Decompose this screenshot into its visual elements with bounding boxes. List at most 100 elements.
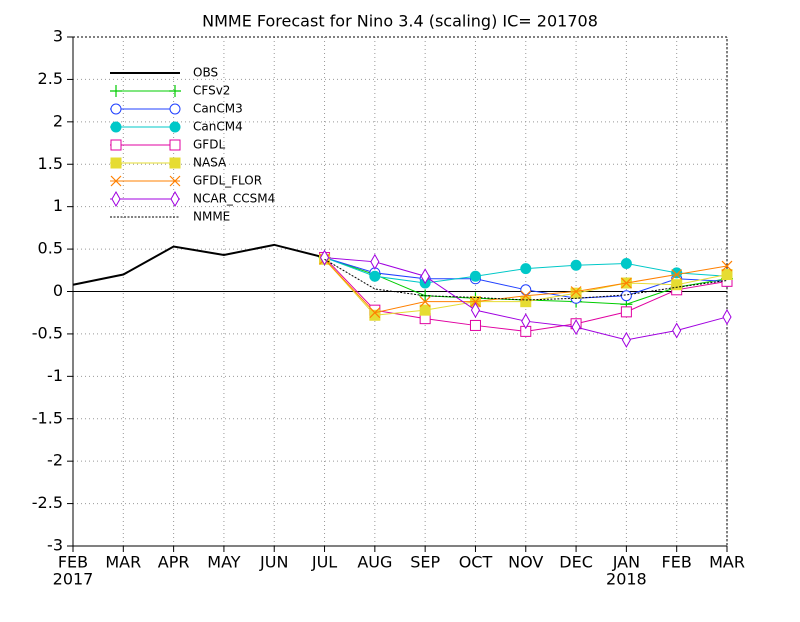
x-tick-label: SEP <box>410 553 440 572</box>
series <box>72 243 325 286</box>
x-year-label: 2018 <box>606 570 647 589</box>
y-tick-label: 2.5 <box>38 69 63 88</box>
marker <box>570 286 582 297</box>
x-tick-label: FEB <box>662 553 692 572</box>
marker <box>110 121 122 133</box>
marker <box>721 269 733 281</box>
legend-label: CanCM4 <box>193 120 243 134</box>
marker <box>671 279 683 291</box>
legend-item: GFDL_FLOR <box>110 174 262 188</box>
x-year-label: 2017 <box>53 570 94 589</box>
marker <box>470 302 481 319</box>
marker <box>722 308 732 325</box>
x-tick-label: JUL <box>311 553 337 572</box>
marker <box>470 296 481 308</box>
legend-label: OBS <box>193 66 218 80</box>
legend-label: NMME <box>193 210 230 224</box>
marker <box>419 296 431 308</box>
marker <box>110 103 122 115</box>
legend-label: CanCM3 <box>193 102 243 116</box>
legend-item: OBS <box>110 66 218 80</box>
legend-item: CanCM3 <box>110 102 243 116</box>
marker <box>169 103 181 115</box>
legend-item: CanCM4 <box>110 120 243 134</box>
series <box>319 249 732 348</box>
x-tick-label: FEB <box>58 553 88 572</box>
y-tick-label: -3 <box>47 536 63 555</box>
y-tick-label: 2 <box>53 111 63 130</box>
y-tick-label: 0 <box>53 281 63 300</box>
x-tick-label: MAR <box>709 553 745 572</box>
marker <box>169 85 181 97</box>
marker <box>671 267 683 279</box>
marker <box>721 260 733 272</box>
marker <box>520 263 532 275</box>
x-tick-label: OCT <box>459 553 493 572</box>
legend-item: NMME <box>110 210 230 224</box>
x-tick-label: DEC <box>559 553 593 572</box>
marker <box>369 270 381 282</box>
y-tick-label: 1.5 <box>38 154 63 173</box>
marker <box>571 319 581 336</box>
y-tick-label: 1 <box>53 196 63 215</box>
marker <box>621 331 631 348</box>
legend-label: GFDL_FLOR <box>193 174 262 188</box>
legend-label: NCAR_CCSM4 <box>193 192 275 206</box>
x-tick-label: NOV <box>508 553 543 572</box>
marker <box>110 139 122 151</box>
y-tick-label: 0.5 <box>38 239 63 258</box>
y-tick-label: -2 <box>47 451 63 470</box>
series-line <box>324 258 728 301</box>
marker <box>170 190 180 208</box>
legend-label: GFDL <box>193 138 225 152</box>
legend-item: NASA <box>110 156 227 170</box>
x-tick-label: MAY <box>207 553 241 572</box>
chart-title: NMME Forecast for Nino 3.4 (scaling) IC=… <box>202 12 598 31</box>
series-line <box>72 243 325 286</box>
marker <box>620 290 632 302</box>
x-tick-label: JUN <box>259 553 288 572</box>
y-tick-label: -1 <box>47 366 63 385</box>
legend-item: GFDL <box>110 138 225 152</box>
series <box>324 258 728 301</box>
marker <box>520 284 532 296</box>
marker <box>570 259 582 271</box>
x-tick-label: AUG <box>357 553 392 572</box>
x-tick-label: JAN <box>612 553 640 572</box>
x-tick-label: MAR <box>105 553 141 572</box>
y-tick-label: -1.5 <box>32 408 63 427</box>
marker <box>370 253 380 270</box>
marker <box>620 277 632 289</box>
y-tick-label: 3 <box>53 27 63 46</box>
marker <box>369 309 381 321</box>
marker <box>420 268 430 285</box>
marker <box>520 296 532 308</box>
legend-item: CFSv2 <box>110 84 230 98</box>
marker <box>169 139 181 151</box>
marker <box>672 322 682 339</box>
marker <box>469 319 481 331</box>
marker <box>671 269 683 280</box>
legend-label: CFSv2 <box>193 84 230 98</box>
marker <box>110 85 122 97</box>
marker <box>110 175 122 187</box>
x-tick-label: APR <box>158 553 190 572</box>
marker <box>520 290 532 302</box>
marker <box>570 287 582 299</box>
marker <box>110 157 122 169</box>
marker <box>521 313 531 330</box>
y-tick-label: -0.5 <box>32 323 63 342</box>
y-tick-label: -2.5 <box>32 493 63 512</box>
marker <box>469 270 481 282</box>
marker <box>111 190 121 208</box>
marker <box>620 306 632 318</box>
legend-item: NCAR_CCSM4 <box>110 190 275 208</box>
marker <box>419 304 431 316</box>
marker <box>169 175 181 187</box>
marker <box>620 258 632 270</box>
marker <box>169 157 181 169</box>
marker <box>169 121 181 133</box>
marker <box>369 307 381 319</box>
